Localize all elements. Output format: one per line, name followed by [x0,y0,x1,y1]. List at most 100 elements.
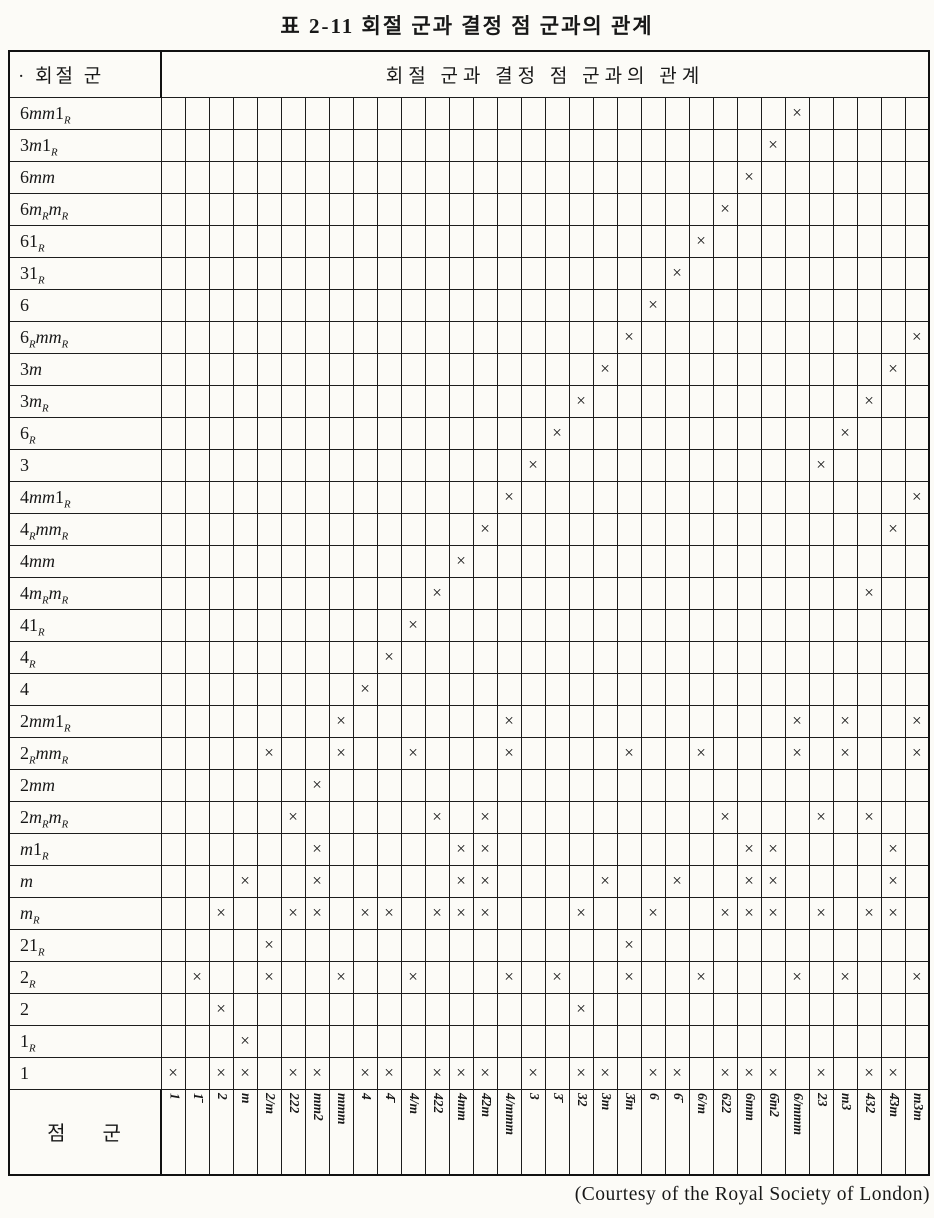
grid-cell [808,1024,834,1058]
x-mark: × [768,135,778,154]
grid-cell [568,256,594,290]
grid-cell [856,928,882,962]
grid-cell [784,576,810,610]
grid-cell [232,608,258,642]
grid-cell [520,576,546,610]
grid-cell [184,576,210,610]
relation-mark-cell: × [592,352,618,386]
relation-mark-cell: × [760,832,786,866]
grid-cell [808,128,834,162]
x-mark: × [744,167,754,186]
relation-mark-cell: × [712,192,738,226]
relation-mark-cell: × [832,960,858,994]
grid-cell [400,352,426,386]
grid-cell [832,352,858,386]
grid-cell [496,512,522,546]
grid-cell [280,576,306,610]
grid-cell [424,128,450,162]
grid-cell [736,128,762,162]
x-mark: × [552,423,562,442]
grid-cell [640,224,666,258]
point-group-cell: 6̄ [664,1088,690,1176]
grid-cell [544,512,570,546]
grid-cell [904,192,930,226]
grid-cell [880,224,906,258]
relation-mark-cell: × [904,960,930,994]
grid-cell [160,544,186,578]
relation-mark-cell: × [640,288,666,322]
grid-cell [808,672,834,706]
grid-cell [760,1024,786,1058]
grid-cell [280,96,306,130]
grid-cell [472,1024,498,1058]
grid-cell [232,512,258,546]
grid-cell [184,544,210,578]
grid-cell [784,384,810,418]
grid-cell [280,128,306,162]
grid-cell [256,416,282,450]
grid-cell [328,96,354,130]
grid-cell [688,192,714,226]
grid-cell [472,448,498,482]
grid-cell [760,672,786,706]
x-mark: × [408,967,418,986]
grid-cell [712,992,738,1026]
grid-cell [376,960,402,994]
x-mark: × [792,103,802,122]
grid-cell [760,512,786,546]
grid-cell [592,704,618,738]
grid-cell [256,896,282,930]
grid-cell [640,704,666,738]
relation-mark-cell: × [208,992,234,1026]
grid-cell [352,352,378,386]
grid-cell [640,992,666,1026]
grid-cell [904,576,930,610]
grid-cell [376,864,402,898]
grid-cell [280,736,306,770]
grid-cell [496,448,522,482]
grid-cell [256,640,282,674]
grid-cell [616,896,642,930]
grid-cell [616,1056,642,1090]
grid-cell [616,512,642,546]
grid-cell [520,800,546,834]
point-group-label: 3̄m [623,1092,638,1110]
grid-cell [664,384,690,418]
grid-cell [616,704,642,738]
grid-cell [520,256,546,290]
grid-cell [592,768,618,802]
grid-cell [520,352,546,386]
point-group-label: 4̄3m [887,1092,902,1117]
point-group-label: 6̄ [671,1092,686,1100]
grid-cell [400,704,426,738]
grid-cell [688,768,714,802]
grid-cell [232,448,258,482]
grid-cell [784,768,810,802]
grid-cell [256,256,282,290]
grid-cell [256,576,282,610]
x-mark: × [600,1063,610,1082]
x-mark: × [360,1063,370,1082]
grid-cell [760,416,786,450]
grid-cell [184,384,210,418]
grid-cell [472,992,498,1026]
header-corner-diffraction-group: · 회절 군 [8,50,162,98]
point-group-cell: m3 [832,1088,858,1176]
grid-cell [904,1024,930,1058]
x-mark: × [816,807,826,826]
grid-cell [352,960,378,994]
grid-cell [280,768,306,802]
relation-mark-cell: × [208,1056,234,1090]
grid-cell [328,544,354,578]
grid-cell [496,672,522,706]
grid-cell [544,576,570,610]
x-mark: × [192,967,202,986]
grid-cell [832,128,858,162]
grid-cell [592,320,618,354]
point-group-label: 6 [647,1092,662,1100]
grid-cell [208,320,234,354]
grid-cell [544,672,570,706]
grid-cell [688,416,714,450]
x-mark: × [240,1031,250,1050]
x-mark: × [648,903,658,922]
